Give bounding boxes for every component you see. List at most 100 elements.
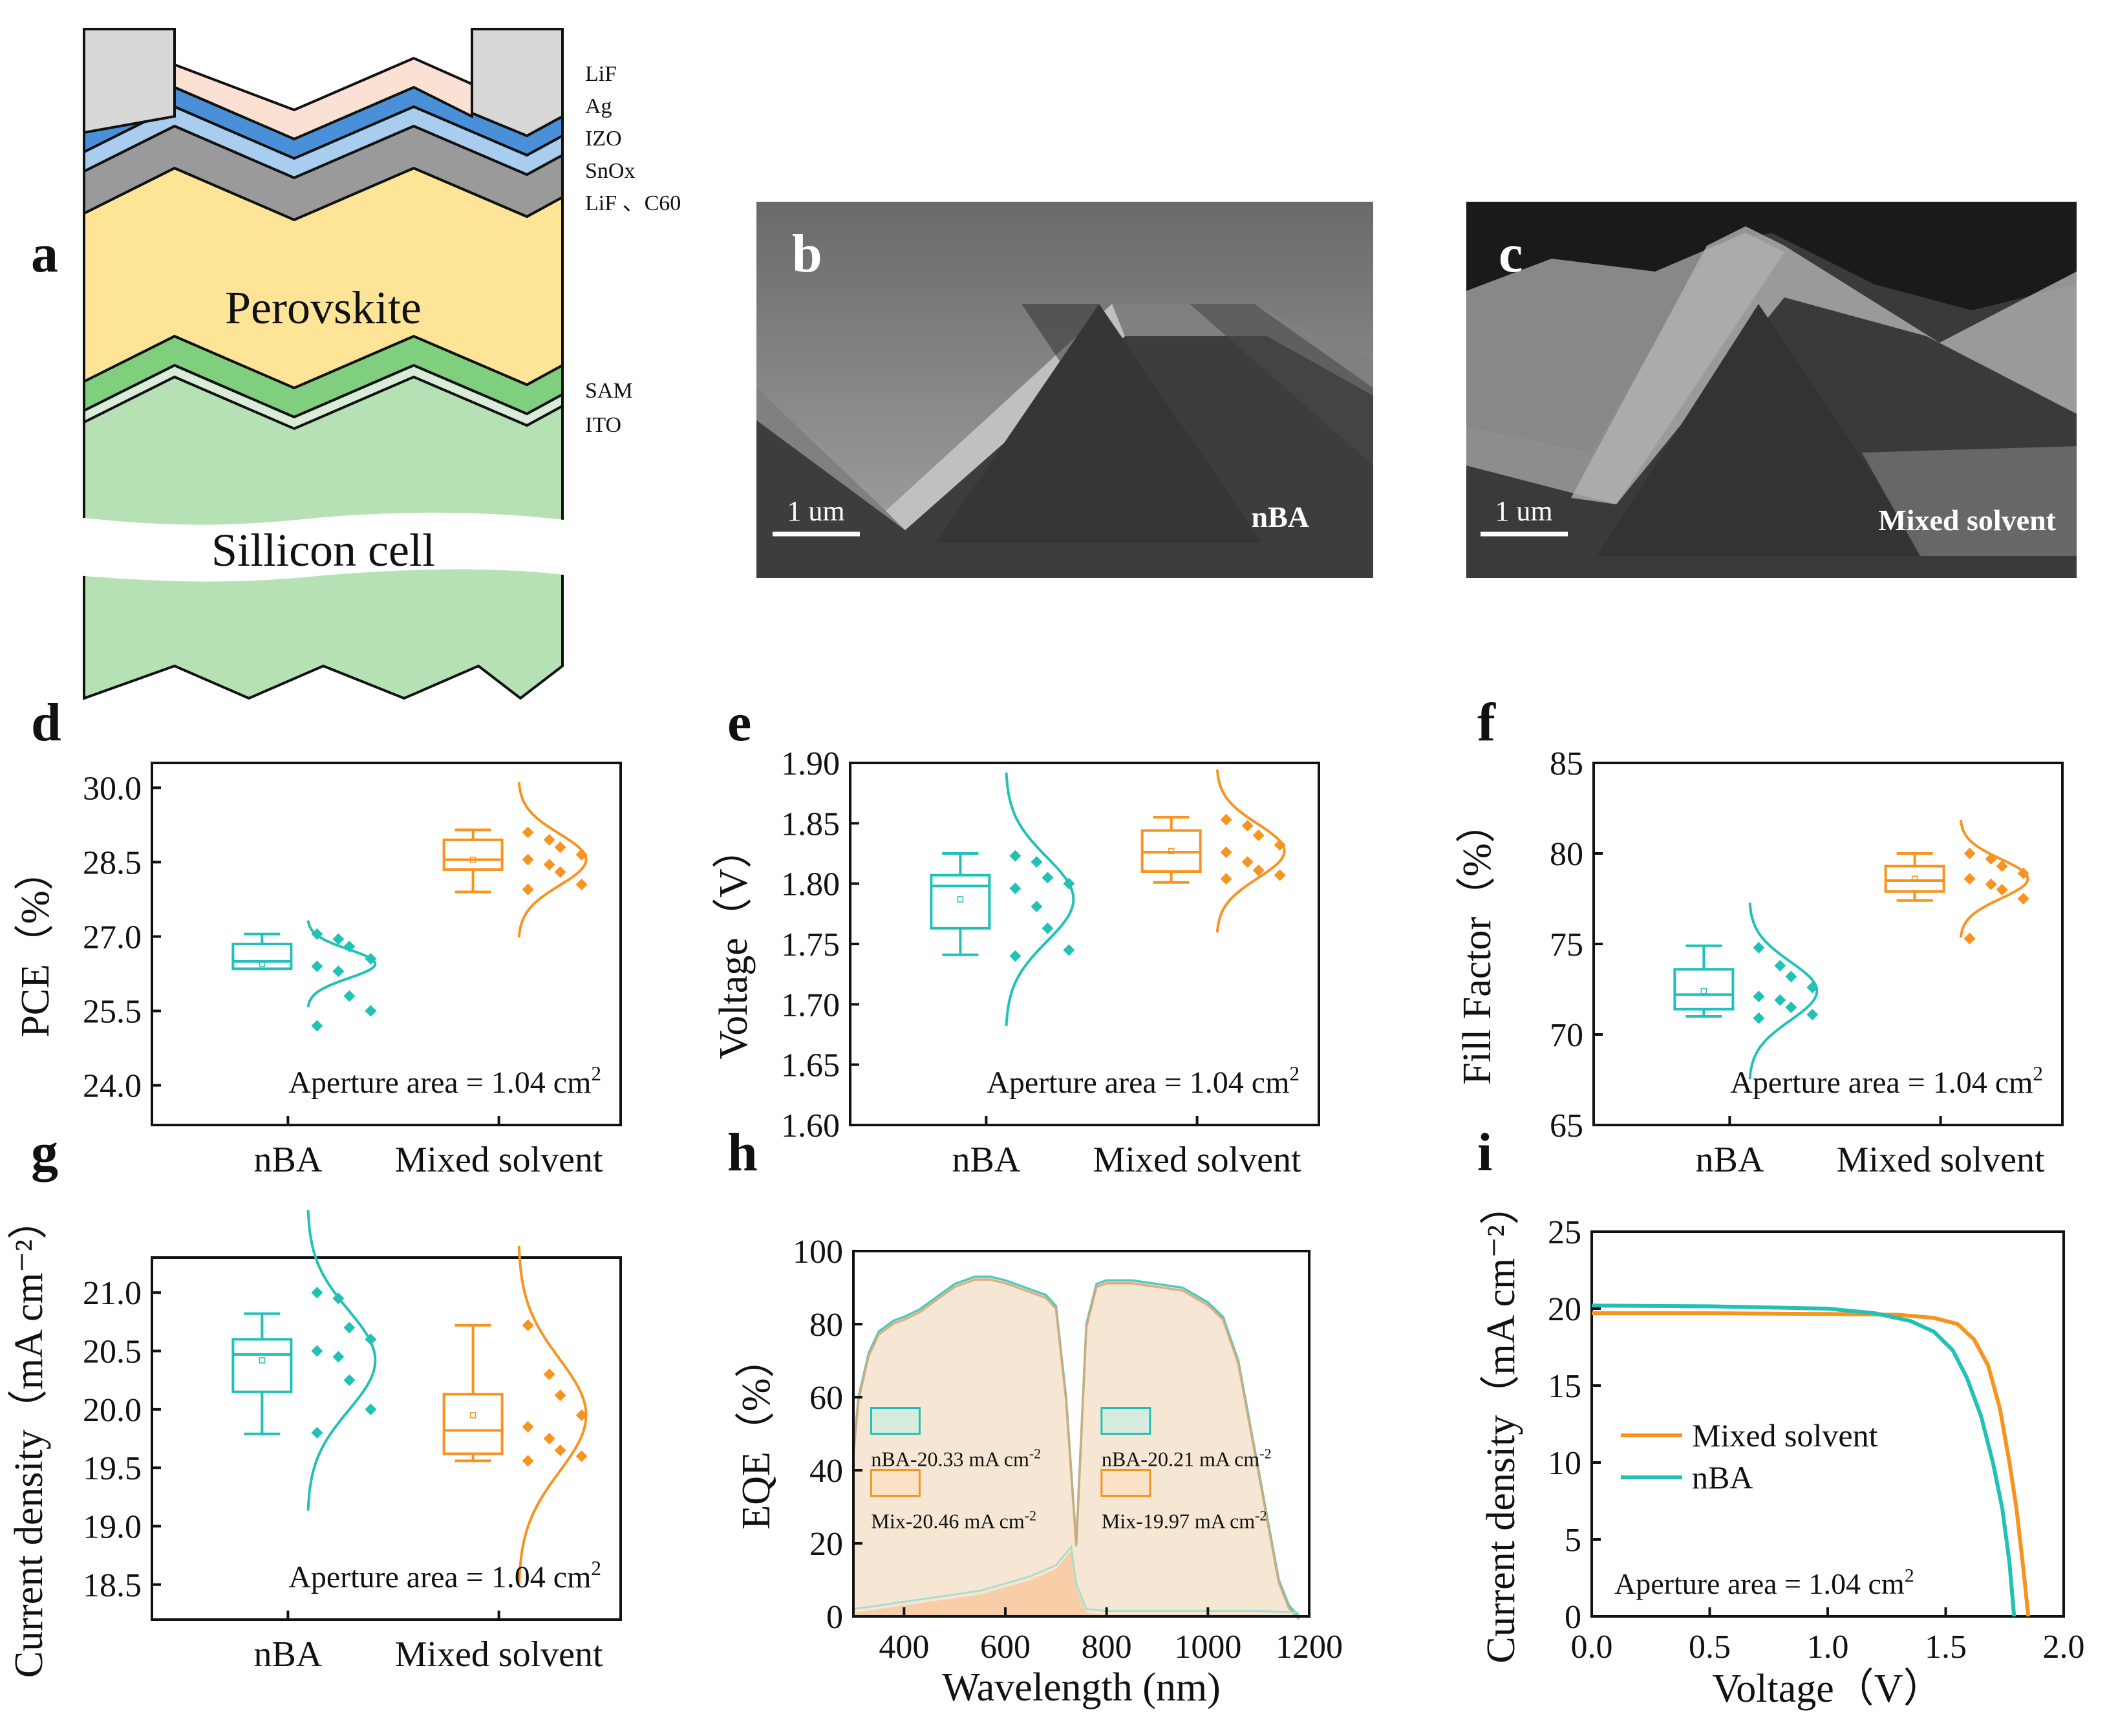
x-tick-label: Mixed solvent	[1093, 1140, 1301, 1180]
data-point	[1753, 1012, 1765, 1024]
x-tick-label: 1000	[1174, 1629, 1241, 1666]
data-point	[554, 866, 566, 878]
mean-marker	[469, 856, 476, 863]
scale-label: 1 um	[787, 495, 844, 527]
y-tick-label: 20	[809, 1526, 843, 1563]
y-tick-label: 19.5	[83, 1450, 142, 1487]
y-tick-label: 1.75	[781, 927, 840, 963]
data-point	[1785, 1002, 1797, 1013]
mean-marker	[259, 960, 266, 967]
data-point	[1963, 932, 1976, 945]
x-tick-label: Mixed solvent	[1837, 1140, 2045, 1180]
plot-frame	[852, 1250, 1310, 1618]
chart-g: 18.5 19.0 19.5 20.0 20.5 21.0 Current density（…	[7, 1199, 622, 1678]
perovskite-label: Perovskite	[225, 282, 422, 334]
y-tick-label: 0	[826, 1599, 843, 1636]
data-point	[1042, 922, 1054, 934]
panel-letter-c: c	[1499, 224, 1523, 284]
data-point	[365, 1403, 377, 1415]
data-point	[2017, 893, 2029, 905]
data-point	[1220, 813, 1232, 826]
data-point	[1220, 846, 1232, 859]
chart-h: 0 20 40 60 80 100 400 600 800 1000 1200 Wavelength …	[734, 1234, 1343, 1709]
series-mixed-solvent	[442, 1245, 588, 1585]
data-point	[522, 826, 534, 839]
eqe-bottom-line-nba	[853, 1545, 1299, 1614]
data-point	[522, 1319, 534, 1331]
layer-label: ITO	[585, 413, 621, 437]
y-tick-label: 1.65	[781, 1047, 840, 1084]
y-tick-label: 25.5	[83, 994, 142, 1031]
y-tick-label: 5	[1565, 1522, 1581, 1559]
y-tick-label: 25	[1548, 1214, 1581, 1251]
panel-letters: a b c d e f g h i	[31, 224, 1523, 1183]
panel-letter-g: g	[31, 1122, 58, 1183]
x-tick-label: 1200	[1276, 1629, 1343, 1666]
x-tick-label: 0.5	[1689, 1629, 1731, 1666]
series-mixed-solvent	[1884, 819, 2029, 945]
y-tick-label: 65	[1550, 1108, 1583, 1144]
data-point	[1963, 848, 1976, 859]
data-point	[311, 1287, 323, 1299]
panel-b-sem-image: 1 um nBA	[756, 202, 1373, 578]
x-tick-label: nBA	[952, 1140, 1020, 1180]
y-tick-label: 100	[793, 1234, 843, 1270]
panel-letter-e: e	[727, 692, 751, 753]
data-point	[1009, 950, 1021, 962]
data-point	[1274, 869, 1286, 881]
y-axis-label: Current density（mA cm⁻²）	[1479, 1184, 1523, 1663]
chart-e: 1.60 1.65 1.70 1.75 1.80 1.85 1.90 Voltage（V） nB…	[712, 745, 1320, 1180]
data-point	[332, 1351, 345, 1363]
y-tick-label: 20	[1548, 1291, 1581, 1328]
y-tick-label: 0	[1565, 1599, 1581, 1636]
x-tick-label: nBA	[1695, 1140, 1764, 1180]
y-axis-label: EQE（%）	[734, 1338, 778, 1529]
y-tick-label: 80	[809, 1307, 843, 1344]
data-point	[1753, 941, 1765, 954]
y-tick-label: 40	[809, 1453, 843, 1490]
data-point	[1985, 878, 1997, 890]
data-point	[1785, 970, 1797, 983]
data-point	[365, 1005, 377, 1017]
legend-label: nBA	[1692, 1459, 1753, 1495]
y-axis-label: Voltage（V）	[712, 828, 756, 1059]
data-point	[554, 841, 566, 853]
distribution-curve	[517, 782, 588, 938]
panel-letter-h: h	[727, 1122, 758, 1183]
eqe-bottom-fill	[853, 1550, 1299, 1616]
data-point	[332, 933, 345, 945]
chart-f: 65 70 75 80 85 Fill Factor（%） nBA Mixed solvent…	[1455, 745, 2064, 1180]
box	[1884, 864, 1945, 893]
legend-label: nBA-20.21 mA cm-2	[1102, 1446, 1272, 1471]
x-axis-label: Voltage（V）	[1712, 1667, 1943, 1711]
series-nba	[1673, 903, 1819, 1080]
data-point	[543, 1433, 555, 1444]
mean-marker	[957, 896, 964, 903]
panel-c-sem-image: 1 um Mixed solvent	[1466, 202, 2077, 578]
layer-label: LiF	[585, 62, 617, 86]
panel-letter-i: i	[1477, 1122, 1492, 1183]
lif-top-right	[471, 28, 564, 138]
plot-frame	[151, 762, 622, 1126]
series-mixed-solvent	[442, 782, 588, 938]
x-tick-label: 2.0	[2043, 1629, 2085, 1666]
y-tick-label: 18.5	[83, 1567, 142, 1604]
data-point	[1774, 994, 1786, 1006]
series-nba	[930, 772, 1075, 1027]
data-point	[1996, 860, 2008, 872]
data-point	[311, 960, 323, 972]
layer-label: Ag	[585, 94, 612, 118]
y-tick-label: 1.80	[781, 866, 840, 903]
data-point	[543, 1368, 555, 1380]
sem-label: nBA	[1252, 500, 1309, 533]
data-point	[1042, 872, 1054, 884]
x-tick-label: nBA	[253, 1140, 322, 1180]
y-axis-label: Fill Factor（%）	[1455, 803, 1499, 1085]
scale-label: 1 um	[1495, 495, 1552, 527]
layer-label: SnOx	[585, 159, 635, 183]
data-point	[311, 1020, 323, 1032]
series-nba	[231, 1210, 377, 1511]
y-tick-label: 1.90	[781, 745, 840, 782]
distribution-curve	[1959, 819, 2029, 938]
aperture-note: Aperture area = 1.04 cm2	[288, 1557, 601, 1594]
